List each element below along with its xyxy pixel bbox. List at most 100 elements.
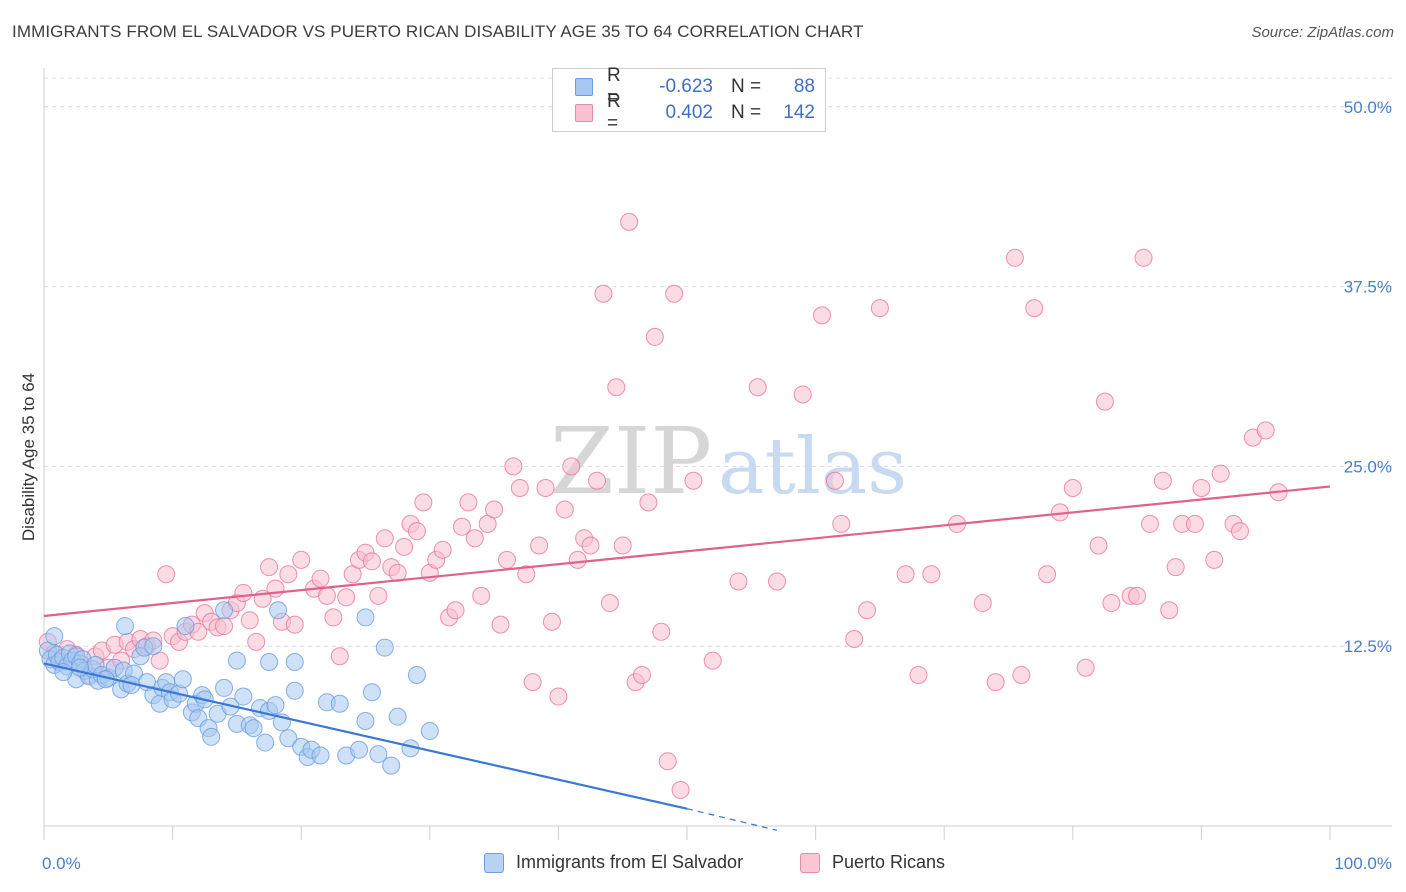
point-puerto-ricans: [1211, 464, 1230, 483]
point-puerto-ricans: [542, 612, 561, 631]
point-puerto-ricans: [632, 665, 651, 684]
point-el-salvador: [407, 665, 426, 684]
y-tick-label: 25.0%: [1344, 457, 1392, 476]
axes: [43, 68, 1392, 840]
point-el-salvador: [285, 681, 304, 700]
legend-n-label: N =: [731, 102, 762, 123]
point-puerto-ricans: [793, 385, 812, 404]
point-puerto-ricans: [247, 632, 266, 651]
tick-labels: 12.5% 25.0% 37.5% 50.0% 0.0% 100.0%: [42, 98, 1392, 873]
point-puerto-ricans: [407, 522, 426, 541]
point-puerto-ricans: [568, 550, 587, 569]
point-puerto-ricans: [870, 299, 889, 318]
point-puerto-ricans: [311, 569, 330, 588]
point-el-salvador: [269, 601, 288, 620]
y-tick-label: 50.0%: [1344, 98, 1392, 117]
point-puerto-ricans: [729, 572, 748, 591]
legend-swatch-puerto-ricans: [575, 104, 593, 122]
legend-row-puerto-ricans: R = 0.402 N = 142: [575, 91, 815, 134]
point-puerto-ricans: [452, 517, 471, 536]
point-el-salvador: [244, 719, 263, 738]
point-puerto-ricans: [1095, 392, 1114, 411]
point-puerto-ricans: [485, 500, 504, 519]
point-puerto-ricans: [234, 583, 253, 602]
point-puerto-ricans: [1205, 550, 1224, 569]
trend-line-el-salvador: [43, 662, 688, 810]
point-puerto-ricans: [973, 594, 992, 613]
bottom-legend-puerto-ricans[interactable]: Puerto Ricans: [800, 852, 945, 873]
point-puerto-ricans: [845, 630, 864, 648]
point-puerto-ricans: [748, 378, 767, 397]
point-el-salvador: [45, 627, 64, 646]
point-puerto-ricans: [266, 579, 285, 598]
point-puerto-ricans: [1128, 586, 1147, 605]
point-el-salvador: [215, 678, 234, 697]
point-puerto-ricans: [330, 647, 349, 666]
point-puerto-ricans: [279, 565, 298, 584]
point-puerto-ricans: [587, 471, 606, 490]
point-puerto-ricans: [1076, 658, 1095, 677]
point-el-salvador: [202, 727, 221, 746]
point-el-salvador: [356, 608, 375, 627]
point-puerto-ricans: [517, 565, 536, 584]
point-puerto-ricans: [491, 615, 510, 634]
point-el-salvador: [356, 711, 375, 730]
point-puerto-ricans: [1063, 478, 1082, 497]
legend-n-value: 142: [783, 102, 815, 123]
point-el-salvador: [144, 637, 163, 656]
point-el-salvador: [260, 653, 279, 672]
y-tick-label: 37.5%: [1344, 278, 1392, 297]
watermark-atlas: atlas: [718, 422, 907, 512]
point-puerto-ricans: [504, 457, 523, 476]
point-puerto-ricans: [986, 673, 1005, 692]
point-puerto-ricans: [1089, 536, 1108, 555]
y-tick-label: 12.5%: [1344, 637, 1392, 656]
legend-r-value: 0.402: [665, 102, 713, 123]
point-puerto-ricans: [1134, 248, 1153, 267]
legend-r-label: R =: [607, 91, 621, 134]
point-puerto-ricans: [337, 588, 356, 607]
point-puerto-ricans: [324, 608, 343, 627]
point-puerto-ricans: [665, 284, 684, 303]
point-puerto-ricans: [375, 529, 394, 548]
legend-row-el-salvador: R = -0.623 N = 88: [575, 65, 815, 108]
chart-source: Source: ZipAtlas.com: [1251, 24, 1394, 41]
trend-line-puerto-ricans: [43, 485, 1331, 618]
bottom-legend-swatch: [800, 852, 820, 873]
legend-n-label: N =: [731, 76, 762, 97]
point-el-salvador: [256, 733, 275, 752]
point-puerto-ricans: [652, 622, 671, 641]
point-puerto-ricans: [768, 572, 787, 591]
point-el-salvador: [285, 653, 304, 672]
chart-title: IMMIGRANTS FROM EL SALVADOR VS PUERTO RI…: [12, 22, 864, 41]
point-puerto-ricans: [581, 536, 600, 555]
point-puerto-ricans: [1025, 299, 1044, 318]
point-puerto-ricans: [658, 752, 677, 771]
point-puerto-ricans: [1185, 514, 1204, 533]
point-puerto-ricans: [414, 493, 433, 512]
point-puerto-ricans: [362, 552, 381, 571]
point-puerto-ricans: [671, 781, 690, 800]
point-puerto-ricans: [292, 550, 311, 569]
point-el-salvador: [350, 740, 369, 759]
point-puerto-ricans: [1160, 601, 1179, 620]
trend-lines: [43, 485, 1331, 831]
point-puerto-ricans: [395, 537, 414, 556]
point-el-salvador: [279, 729, 298, 748]
point-puerto-ricans: [684, 471, 703, 490]
point-el-salvador: [420, 722, 439, 741]
point-puerto-ricans: [530, 536, 549, 555]
point-puerto-ricans: [497, 550, 516, 569]
point-puerto-ricans: [1230, 522, 1249, 541]
bottom-legend-el-salvador[interactable]: Immigrants from El Salvador: [484, 852, 743, 873]
point-puerto-ricans: [909, 665, 928, 684]
bottom-legend-label: Puerto Ricans: [832, 852, 946, 872]
point-puerto-ricans: [536, 478, 555, 497]
trend-line-el-salvador-extension: [686, 808, 778, 831]
legend-r-label: R =: [607, 65, 621, 108]
point-puerto-ricans: [896, 565, 915, 584]
point-el-salvador: [382, 756, 401, 775]
point-puerto-ricans: [317, 586, 336, 605]
point-puerto-ricans: [555, 500, 574, 519]
series-puerto-ricans: [38, 212, 1288, 800]
